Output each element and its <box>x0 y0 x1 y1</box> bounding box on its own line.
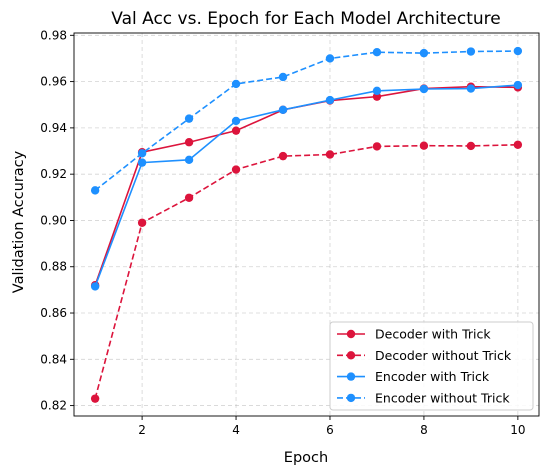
data-point <box>325 150 335 159</box>
data-point <box>231 165 241 174</box>
series-line <box>94 50 518 191</box>
legend-entry: Decoder without Trick <box>337 348 512 363</box>
data-point <box>419 48 429 58</box>
data-point <box>325 95 335 105</box>
x-tick-label: 8 <box>420 423 428 437</box>
data-point <box>90 186 100 195</box>
data-point <box>137 218 147 227</box>
data-point <box>278 72 288 82</box>
x-tick-label: 10 <box>510 423 525 437</box>
x-tick-label: 4 <box>232 423 240 437</box>
legend-marker <box>346 329 356 339</box>
series-line <box>94 84 518 287</box>
legend-label: Decoder with Trick <box>375 327 491 342</box>
data-point <box>184 193 194 202</box>
y-tick-label: 0.82 <box>40 399 67 413</box>
legend-entry: Encoder without Trick <box>337 390 510 405</box>
y-axis-title: Validation Accuracy <box>11 150 27 293</box>
data-point <box>466 141 476 151</box>
data-point <box>278 151 288 161</box>
data-point <box>466 84 476 93</box>
y-tick-label: 0.94 <box>40 121 67 135</box>
data-point <box>278 105 288 115</box>
data-point <box>372 142 382 151</box>
data-point <box>372 92 382 101</box>
data-point <box>419 84 429 94</box>
data-point <box>372 48 382 57</box>
data-point <box>90 282 100 291</box>
data-point <box>325 54 335 63</box>
y-tick-label: 0.98 <box>40 28 67 42</box>
series-layer <box>90 46 523 403</box>
legend-entry: Decoder with Trick <box>337 327 491 342</box>
data-point <box>513 140 523 149</box>
data-point <box>137 149 147 158</box>
y-tick-label: 0.92 <box>40 167 67 181</box>
data-point <box>231 116 241 126</box>
data-point <box>513 80 523 90</box>
data-point <box>90 394 100 403</box>
legend-label: Decoder without Trick <box>375 348 512 363</box>
y-tick-label: 0.84 <box>40 352 67 366</box>
data-point <box>513 46 523 56</box>
ticks: 2 4 6 8 10 0.82 0.84 0.86 0.88 0.90 0.92 0.94 0.96 0.… <box>40 28 525 437</box>
x-axis-title: Epoch <box>284 450 328 466</box>
data-point <box>231 79 241 89</box>
data-point <box>372 86 382 96</box>
data-point <box>137 158 147 167</box>
y-tick-label: 0.90 <box>40 213 67 227</box>
series-1 <box>90 82 523 290</box>
data-point <box>184 155 194 165</box>
y-tick-label: 0.88 <box>40 260 67 274</box>
legend: Decoder with Trick Decoder without Trick E… <box>329 321 534 411</box>
legend-label: Encoder without Trick <box>375 390 510 405</box>
series-4 <box>90 46 523 195</box>
legend-marker <box>346 372 356 381</box>
data-point <box>419 141 429 150</box>
series-line <box>94 143 518 399</box>
data-point <box>466 47 476 56</box>
data-point <box>231 126 241 135</box>
series-line <box>94 85 518 286</box>
data-point <box>184 114 194 123</box>
y-tick-label: 0.96 <box>40 75 67 89</box>
series-2 <box>90 140 523 403</box>
series-3 <box>90 80 523 291</box>
x-tick-label: 2 <box>138 423 146 437</box>
plot-frame <box>73 32 540 417</box>
chart-title: Val Acc vs. Epoch for Each Model Archite… <box>111 9 500 29</box>
y-tick-label: 0.86 <box>40 306 67 320</box>
legend-box <box>329 321 534 411</box>
legend-label: Encoder with Trick <box>375 369 490 384</box>
x-tick-label: 6 <box>326 423 334 437</box>
legend-marker <box>346 351 356 360</box>
data-point <box>184 138 194 147</box>
legend-entry: Encoder with Trick <box>337 369 490 384</box>
legend-marker <box>346 393 356 403</box>
